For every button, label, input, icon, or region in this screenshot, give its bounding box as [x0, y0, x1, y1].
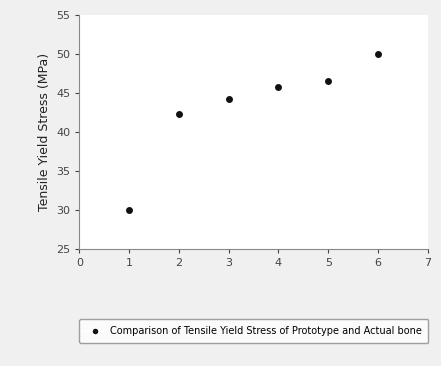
Point — [325, 78, 332, 84]
Legend: Comparison of Tensile Yield Stress of Prototype and Actual bone: Comparison of Tensile Yield Stress of Pr… — [78, 319, 429, 343]
Y-axis label: Tensile Yield Stress (MPa): Tensile Yield Stress (MPa) — [37, 53, 51, 211]
Point — [176, 111, 183, 117]
Point — [275, 84, 282, 90]
Point — [225, 96, 232, 102]
Point — [126, 207, 133, 213]
Point — [374, 51, 381, 57]
